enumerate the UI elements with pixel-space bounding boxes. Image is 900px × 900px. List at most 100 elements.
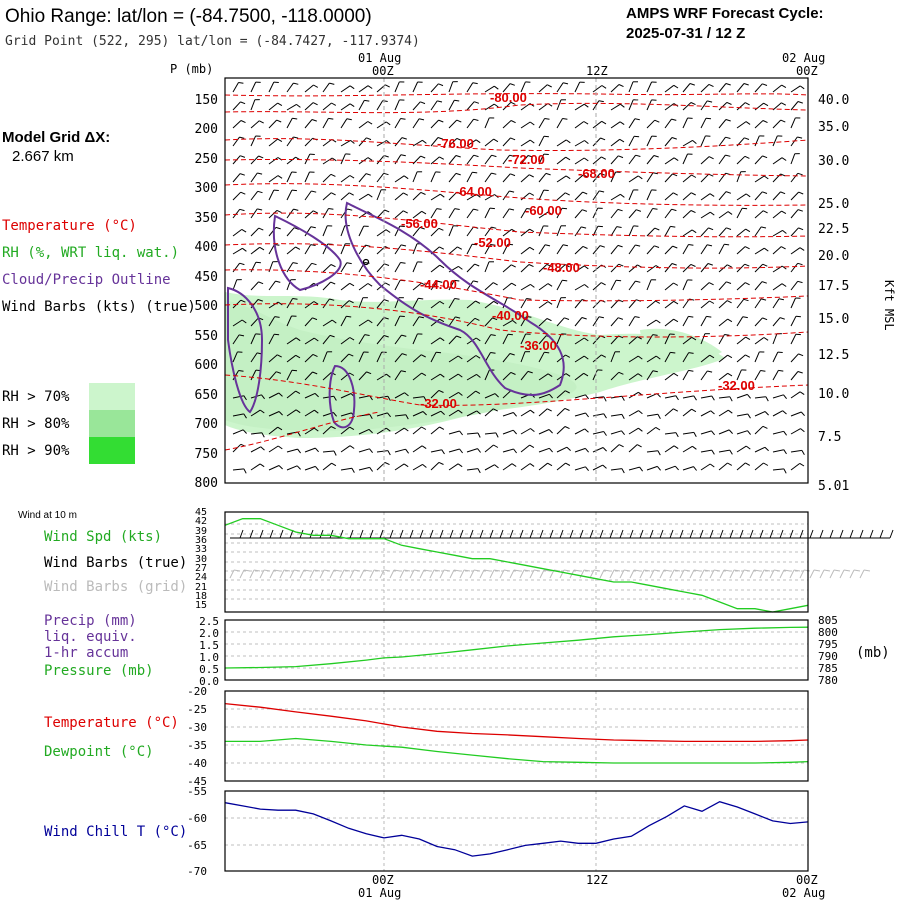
wind-barb-flag bbox=[436, 208, 442, 210]
wind-barb-flag bbox=[691, 174, 697, 178]
wind-barb bbox=[736, 102, 746, 111]
wind-barb bbox=[682, 153, 688, 165]
wind-barb-flag bbox=[692, 445, 697, 450]
wind-barb-flag bbox=[367, 121, 373, 125]
wind-barb-flag bbox=[386, 373, 391, 378]
wind-barb-flag bbox=[382, 100, 388, 102]
wind-barbs bbox=[232, 81, 805, 474]
wind-barb-flag bbox=[475, 355, 481, 359]
wind-barb bbox=[466, 172, 473, 183]
wind-tick-label: 42 bbox=[195, 516, 207, 527]
grid-barb-flag bbox=[833, 569, 841, 572]
wind-barb-flag bbox=[259, 463, 265, 468]
wind-barb bbox=[304, 409, 315, 417]
wind-barb bbox=[430, 373, 441, 381]
wind-barb bbox=[268, 334, 275, 345]
wind-barb bbox=[736, 430, 748, 435]
grid-barb-flag bbox=[463, 569, 471, 572]
grid-barb-flag bbox=[493, 569, 501, 572]
wind-barb-flag bbox=[544, 351, 550, 354]
isotherm bbox=[224, 269, 809, 302]
grid-barb-flag bbox=[653, 569, 661, 572]
grid-barb-flag bbox=[333, 569, 341, 572]
wind-barb bbox=[358, 100, 365, 111]
true-barb-flag bbox=[799, 529, 804, 539]
wind-barb-flag bbox=[566, 446, 571, 451]
wind-barb bbox=[538, 135, 545, 147]
wind-barb bbox=[502, 412, 514, 417]
wind-barb bbox=[592, 245, 601, 255]
wind-barb bbox=[538, 373, 549, 381]
true-barb-flag bbox=[249, 529, 254, 539]
wind-barb bbox=[376, 121, 387, 129]
wind-barb-flag bbox=[403, 175, 409, 180]
chill-panel-ticks: -55 -60 -65 -70 bbox=[187, 785, 207, 878]
wind-barb bbox=[718, 449, 730, 453]
wind-barb bbox=[538, 352, 545, 363]
wind-barb bbox=[736, 171, 742, 183]
wind-barb-flag bbox=[492, 282, 498, 286]
wind-barb bbox=[484, 103, 495, 111]
wind-barb bbox=[592, 156, 602, 165]
wind-barb-flag bbox=[727, 264, 732, 268]
wind-barb bbox=[610, 209, 619, 219]
wind-barb bbox=[520, 444, 530, 453]
wind-barb-flag bbox=[764, 446, 769, 452]
isotherm bbox=[224, 212, 809, 238]
wind-barb-flag bbox=[565, 192, 570, 196]
wind-barb bbox=[682, 431, 694, 435]
wind-barb bbox=[340, 153, 346, 165]
bottom-date-label-1: 01 Aug bbox=[358, 886, 401, 900]
wind-barb bbox=[358, 137, 367, 147]
wind-barb-flag bbox=[582, 209, 588, 212]
wind-barb bbox=[700, 193, 711, 201]
wind-barb-flag bbox=[761, 281, 767, 284]
wind-barb bbox=[538, 211, 549, 219]
grid-barb bbox=[439, 569, 445, 579]
grid-barb-flag bbox=[243, 569, 251, 572]
wind-barb bbox=[466, 432, 479, 435]
wind-barb-flag bbox=[688, 315, 694, 318]
wind-barb bbox=[772, 430, 784, 435]
wind-barb bbox=[736, 298, 745, 309]
wind-barb-flag bbox=[618, 444, 624, 448]
wind-barb-flag bbox=[438, 83, 444, 87]
grid-barb-flag bbox=[533, 569, 541, 572]
grid-barb-flag bbox=[263, 569, 271, 572]
wind-barb bbox=[736, 83, 745, 93]
wind-barb-flag bbox=[477, 432, 481, 438]
true-barb-flag bbox=[239, 529, 244, 539]
grid-barb bbox=[809, 569, 815, 579]
wind-barb bbox=[394, 427, 405, 435]
true-barb-flag bbox=[679, 529, 684, 539]
precip-tick-label: 1.0 bbox=[199, 651, 219, 664]
grid-barb bbox=[229, 569, 235, 579]
wind-barb bbox=[502, 243, 509, 255]
wind-barb bbox=[646, 426, 657, 435]
wind-barb-flag bbox=[691, 408, 697, 413]
true-barb-flag bbox=[549, 529, 554, 539]
wind-barb bbox=[268, 189, 275, 201]
wind-barb bbox=[340, 316, 347, 327]
wind-barb bbox=[628, 410, 639, 417]
wind-barb bbox=[466, 263, 475, 273]
wind-barb-flag bbox=[673, 318, 679, 323]
wind-barb bbox=[466, 317, 476, 327]
wind-barb bbox=[682, 264, 692, 273]
wind-barb bbox=[394, 210, 404, 219]
wind-barbs-true bbox=[230, 529, 894, 539]
isotherm bbox=[224, 411, 381, 451]
wind-barb-flag bbox=[707, 263, 713, 266]
wind-barb bbox=[340, 445, 351, 453]
wind-barb-flag bbox=[364, 334, 370, 336]
wind-barb bbox=[664, 333, 671, 345]
wind-barb bbox=[754, 83, 763, 93]
wind-barb bbox=[610, 121, 621, 129]
wind-barb-flag bbox=[670, 351, 676, 354]
wind-barb bbox=[700, 135, 706, 147]
wind-barb bbox=[592, 282, 602, 291]
wind-barb bbox=[448, 208, 456, 219]
wind-barb-flag bbox=[779, 317, 785, 320]
wind-barb-flag bbox=[780, 173, 786, 177]
wind-barb bbox=[520, 81, 526, 93]
